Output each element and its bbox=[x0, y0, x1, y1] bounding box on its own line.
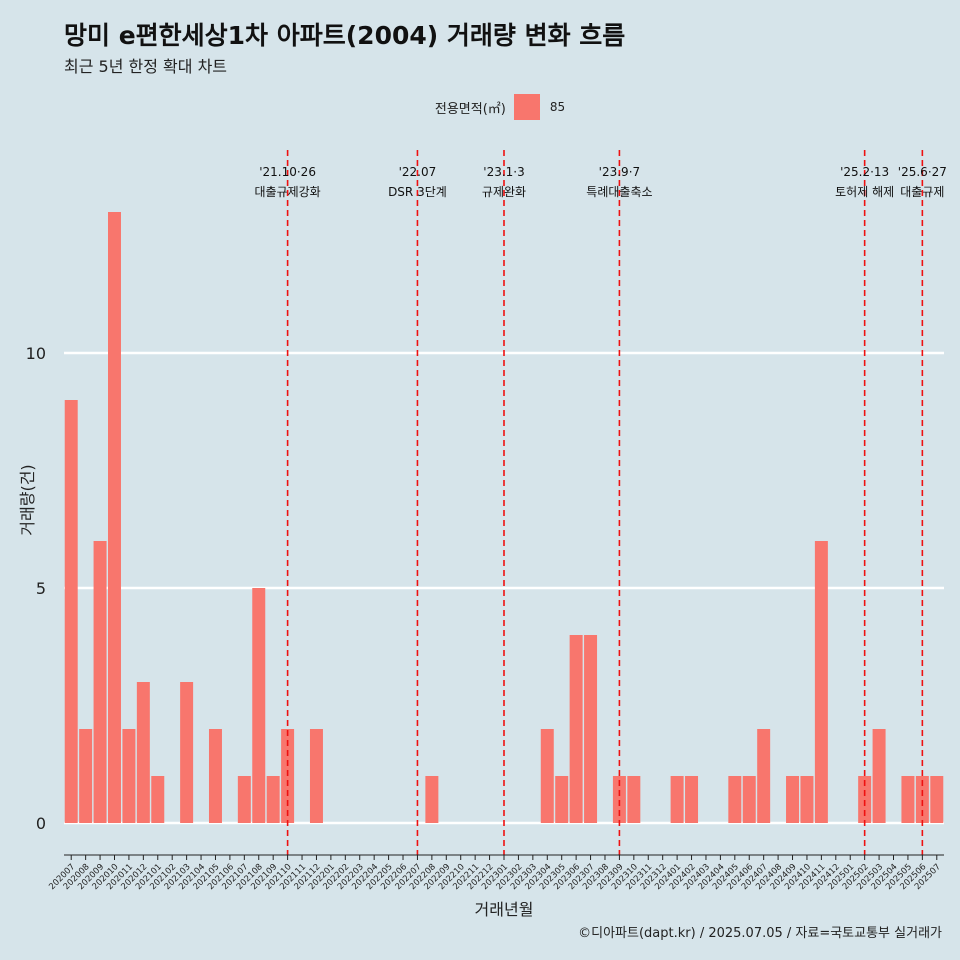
bar-202502 bbox=[858, 776, 872, 823]
bar-202506 bbox=[915, 776, 929, 823]
bar-202401 bbox=[670, 776, 684, 823]
bar-202405 bbox=[728, 776, 742, 823]
bar-202012 bbox=[136, 682, 150, 823]
bar-202410 bbox=[800, 776, 814, 823]
y-tick-label: 5 bbox=[36, 579, 46, 598]
bar-202407 bbox=[757, 729, 771, 823]
event-date-label: '23.9·7 bbox=[599, 165, 640, 179]
event-date-label: '21.10·26 bbox=[259, 165, 316, 179]
event-name-label: 대출규제 bbox=[900, 185, 944, 199]
bar-202307 bbox=[584, 635, 598, 823]
legend-title: 전용면적(㎡) bbox=[434, 101, 506, 117]
bar-202409 bbox=[786, 776, 800, 823]
bar-202310 bbox=[627, 776, 641, 823]
y-tick-label: 10 bbox=[26, 344, 46, 363]
event-name-label: 토허제 해제 bbox=[835, 185, 894, 199]
chart-title: 망미 e편한세상1차 아파트(2004) 거래량 변화 흐름 bbox=[64, 21, 626, 50]
event-name-label: 대출규제강화 bbox=[254, 185, 320, 199]
chart-caption: ©디아파트(dapt.kr) / 2025.07.05 / 자료=국토교통부 실… bbox=[578, 926, 942, 941]
bar-202411 bbox=[814, 541, 828, 823]
event-name-label: 특례대출축소 bbox=[586, 185, 652, 199]
legend-label: 85 bbox=[549, 100, 566, 114]
bar-202402 bbox=[685, 776, 699, 823]
bar-202304 bbox=[540, 729, 554, 823]
event-date-label: '25.2·13 bbox=[840, 165, 889, 179]
bar-202010 bbox=[108, 212, 121, 823]
bar-202507 bbox=[930, 776, 944, 823]
bar-202107 bbox=[237, 776, 251, 823]
event-name-label: 규제완화 bbox=[482, 185, 526, 199]
bar-202011 bbox=[122, 729, 136, 823]
legend-swatch bbox=[513, 94, 540, 120]
bar-202406 bbox=[742, 776, 756, 823]
bar-202009 bbox=[93, 541, 107, 823]
bar-202110 bbox=[281, 729, 295, 823]
bar-202108 bbox=[252, 588, 266, 823]
bar-202305 bbox=[555, 776, 569, 823]
y-axis-title: 거래량(건) bbox=[18, 464, 37, 535]
event-name-label: DSR 3단계 bbox=[388, 185, 447, 199]
bar-202503 bbox=[872, 729, 886, 823]
bar-202309 bbox=[612, 776, 626, 823]
bar-202007 bbox=[64, 400, 78, 823]
y-tick-label: 0 bbox=[36, 814, 46, 833]
bar-202306 bbox=[569, 635, 583, 823]
bar-202103 bbox=[180, 682, 194, 823]
chart-subtitle: 최근 5년 한정 확대 차트 bbox=[64, 57, 228, 76]
bar-202008 bbox=[79, 729, 93, 823]
legend: 전용면적(㎡) 85 bbox=[0, 92, 960, 122]
event-date-label: '22.07 bbox=[399, 165, 437, 179]
event-date-label: '23.1·3 bbox=[483, 165, 524, 179]
bar-202101 bbox=[151, 776, 165, 823]
bar-202505 bbox=[901, 776, 915, 823]
bar-202112 bbox=[309, 729, 323, 823]
bar-202105 bbox=[208, 729, 222, 823]
event-date-label: '25.6·27 bbox=[898, 165, 947, 179]
bar-202208 bbox=[425, 776, 439, 823]
bar-202109 bbox=[266, 776, 280, 823]
x-axis-title: 거래년월 bbox=[475, 900, 534, 919]
